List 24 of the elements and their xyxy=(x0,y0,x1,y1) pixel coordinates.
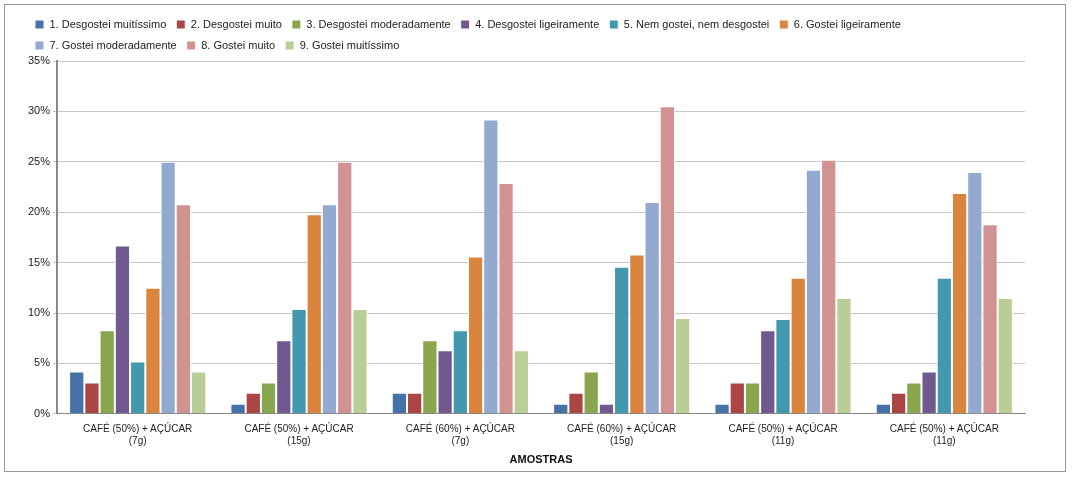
legend-label: 5. Nem gostei, nem desgostei xyxy=(623,17,770,30)
x-tick-label: CAFÉ (50%) + AÇÚCAR (7g) xyxy=(83,421,193,446)
x-tick-label: CAFÉ (50%) + AÇÚCAR (11g) xyxy=(728,421,838,446)
y-tick-label: 10% xyxy=(27,306,51,319)
y-tick-label: 30% xyxy=(27,104,51,117)
y-tick-label: 25% xyxy=(27,154,51,167)
y-tick-label: 0% xyxy=(34,406,51,419)
x-tick-label: CAFÉ (60%) + AÇÚCAR (15g) xyxy=(567,421,677,446)
y-tick-label: 15% xyxy=(27,255,51,268)
legend-label: 4. Desgostei ligeiramente xyxy=(475,17,600,30)
y-tick-label: 35% xyxy=(27,54,51,67)
legend-label: 2. Desgostei muito xyxy=(190,17,282,30)
legend-label: 8. Gostei muito xyxy=(201,38,276,51)
y-tick-label: 5% xyxy=(34,356,51,369)
x-tick-label: CAFÉ (60%) + AÇÚCAR (7g) xyxy=(405,421,515,446)
legend-label: 7. Gostei moderadamente xyxy=(49,38,177,51)
x-tick-label: CAFÉ (50%) + AÇÚCAR (11g) xyxy=(889,421,999,446)
legend-label: 1. Desgostei muitíssimo xyxy=(49,17,167,30)
x-axis-title: AMOSTRAS xyxy=(509,453,573,466)
legend-label: 9. Gostei muitíssimo xyxy=(299,38,400,51)
y-tick-label: 20% xyxy=(27,205,51,218)
legend-label: 6. Gostei ligeiramente xyxy=(793,17,901,30)
x-tick-label: CAFÉ (50%) + AÇÚCAR (15g) xyxy=(244,421,354,446)
legend-label: 3. Desgostei moderadamente xyxy=(306,17,451,30)
